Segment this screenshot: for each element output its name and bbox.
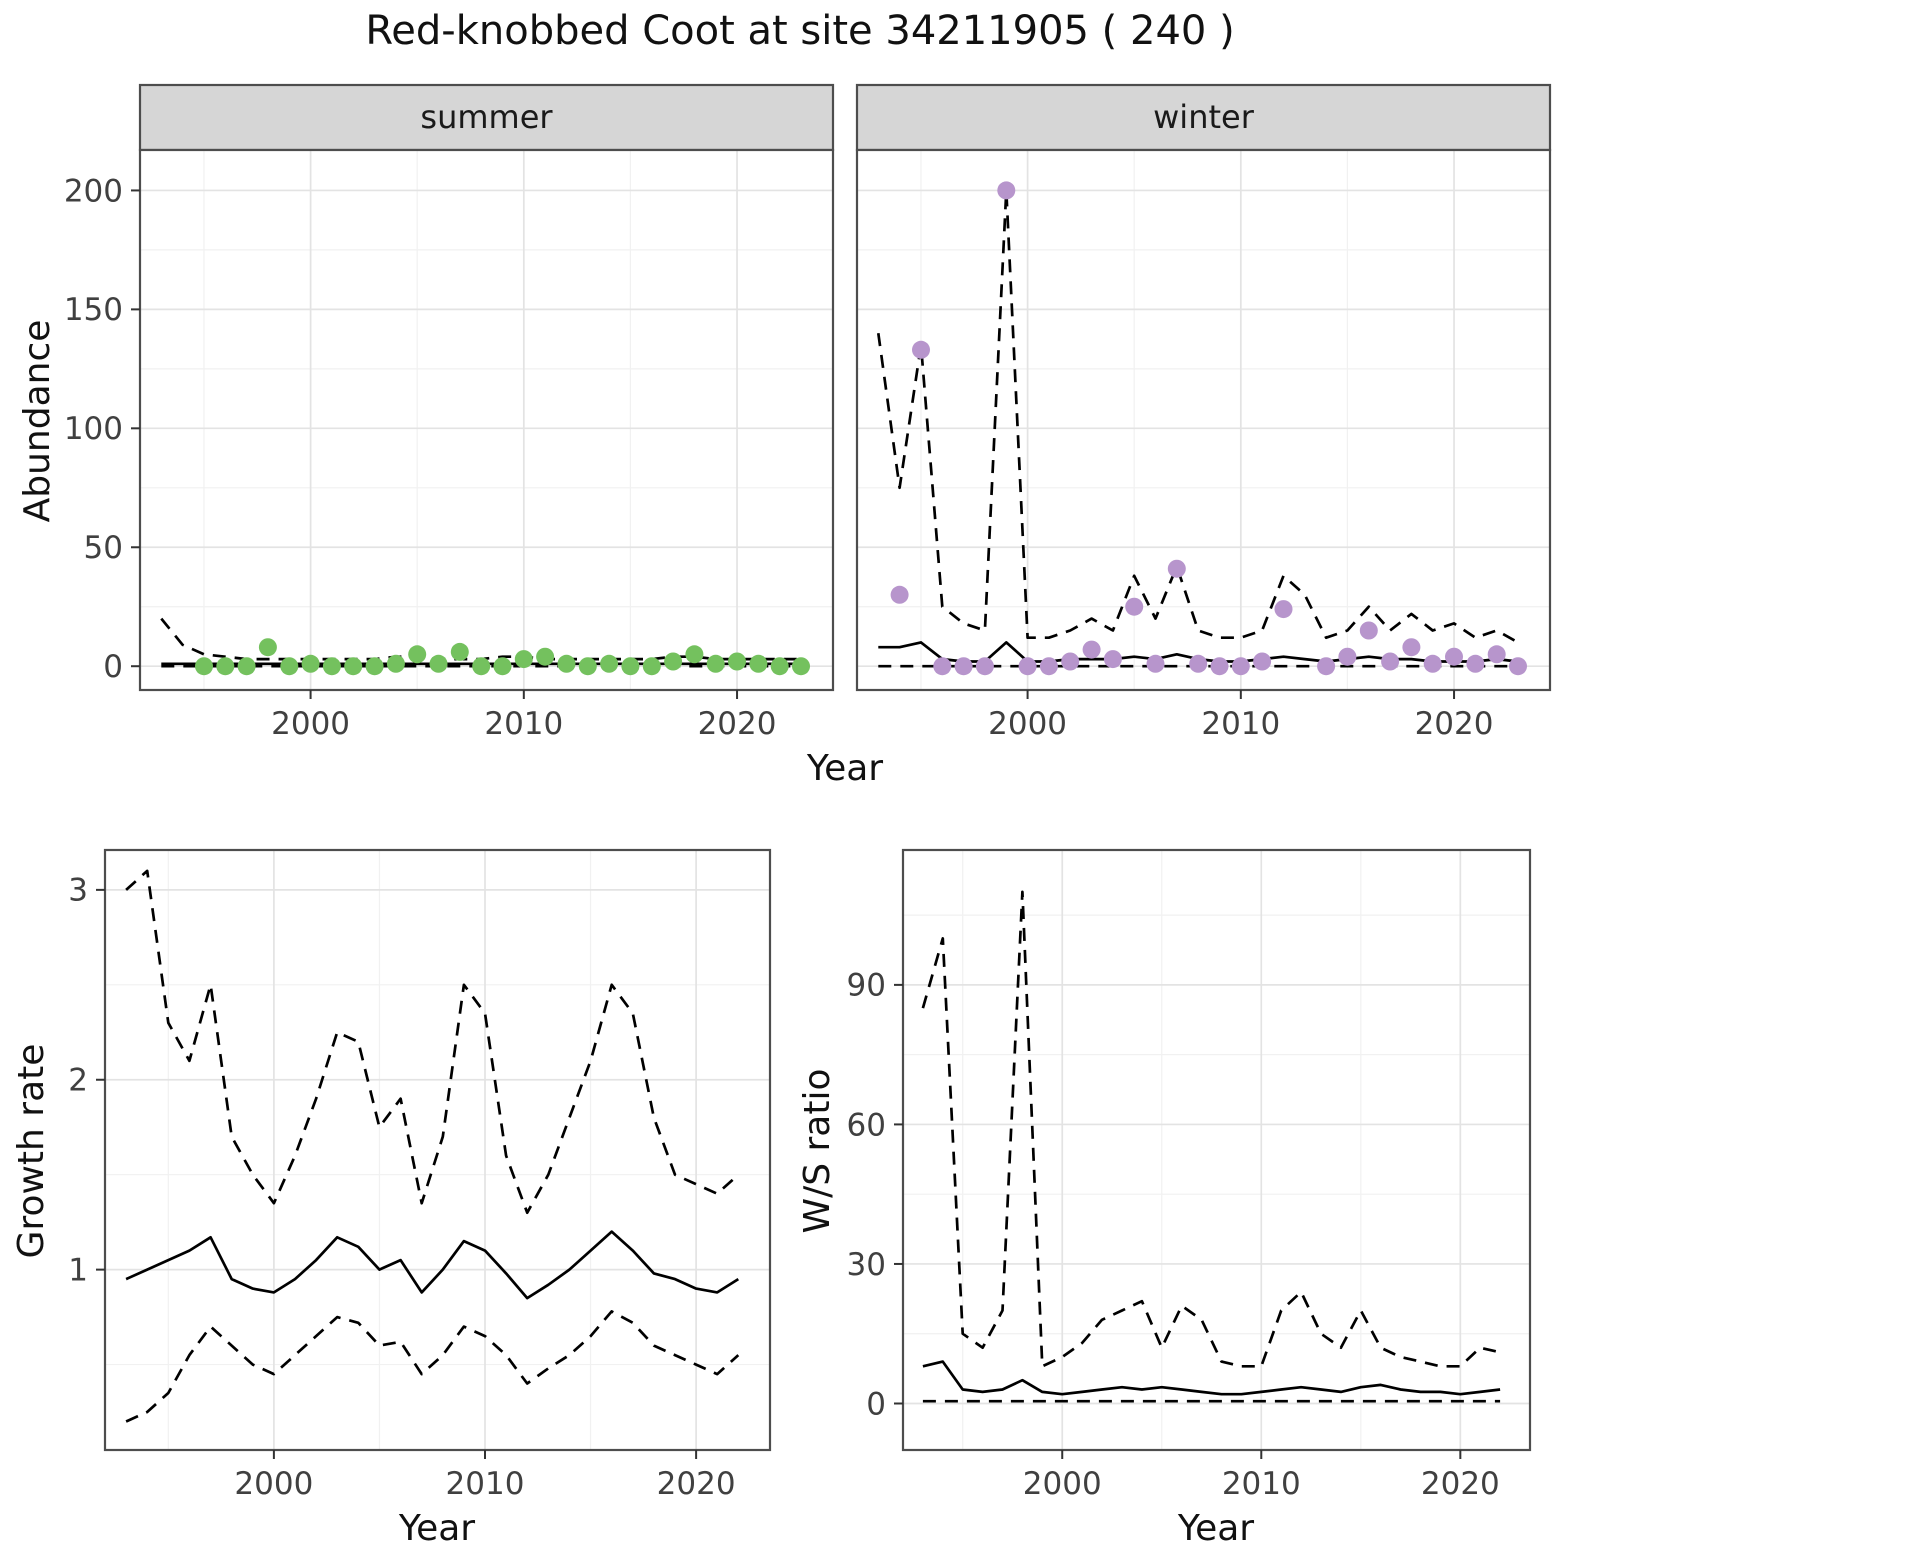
abundance-chart: 2000 2010 2020 0 50 100 150 200 2000 2010 2020 (0, 50, 1600, 800)
svg-text:2020: 2020 (1421, 1466, 1500, 1502)
svg-text:3: 3 (68, 873, 88, 909)
svg-text:1: 1 (68, 1252, 88, 1288)
svg-text:2010: 2010 (484, 706, 563, 742)
svg-text:2: 2 (68, 1063, 88, 1099)
facet-strip-summer: summer (420, 98, 553, 136)
svg-text:60: 60 (847, 1107, 886, 1143)
svg-text:2020: 2020 (657, 1466, 736, 1502)
svg-text:0: 0 (866, 1386, 886, 1422)
svg-text:2000: 2000 (234, 1466, 313, 1502)
svg-text:150: 150 (64, 292, 123, 328)
svg-text:0: 0 (103, 649, 123, 685)
ws-ratio-y-axis-title: W/S ratio (797, 1068, 838, 1234)
svg-text:90: 90 (847, 968, 886, 1004)
svg-text:30: 30 (847, 1247, 886, 1283)
svg-text:50: 50 (84, 530, 123, 566)
svg-text:2010: 2010 (1201, 706, 1280, 742)
growth-rate-chart-canvas: 2000 2010 2020 1 2 3 (68, 848, 772, 1502)
abundance-y-axis-title: Abundance (17, 319, 58, 523)
ws-ratio-x-axis-title: Year (1177, 1508, 1255, 1549)
svg-text:100: 100 (64, 411, 123, 447)
svg-text:2000: 2000 (271, 706, 350, 742)
ws-ratio-chart: 2000 2010 2020 0 30 60 90 (800, 800, 1600, 1560)
growth-rate-y-axis-title: Growth rate (11, 1043, 52, 1259)
svg-text:2020: 2020 (698, 706, 777, 742)
abundance-x-axis-title: Year (806, 748, 884, 789)
svg-text:200: 200 (64, 173, 123, 209)
svg-text:2020: 2020 (1415, 706, 1494, 742)
svg-text:2000: 2000 (1023, 1466, 1102, 1502)
growth-rate-chart: 2000 2010 2020 1 2 3 (0, 800, 800, 1560)
abundance-chart-canvas: 2000 2010 2020 0 50 100 150 200 2000 2010 2020 (64, 83, 1552, 742)
facet-strip-winter: winter (1153, 98, 1254, 136)
svg-text:2000: 2000 (988, 706, 1067, 742)
svg-text:2010: 2010 (1222, 1466, 1301, 1502)
chart-title: Red-knobbed Coot at site 34211905 ( 240 … (365, 8, 1235, 54)
ws-ratio-chart-canvas: 2000 2010 2020 0 30 60 90 (847, 848, 1532, 1502)
growth-rate-x-axis-title: Year (398, 1508, 476, 1549)
svg-text:2010: 2010 (446, 1466, 525, 1502)
